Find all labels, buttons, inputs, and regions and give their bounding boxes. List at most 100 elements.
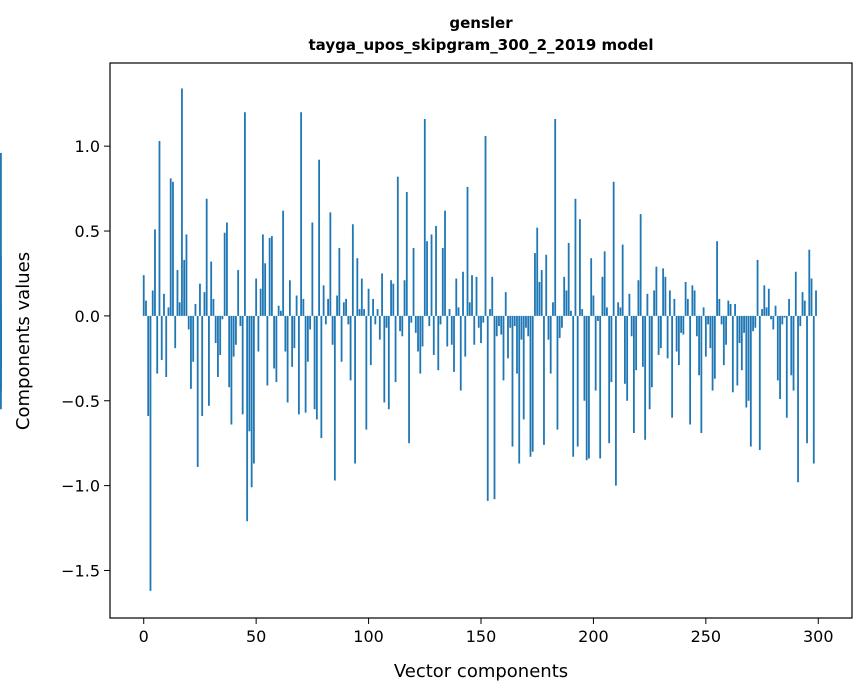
- bar-125: [423, 119, 426, 316]
- bar-90: [345, 298, 347, 316]
- bar-53: [262, 234, 264, 316]
- bar-237: [675, 315, 678, 352]
- bar-71: [302, 298, 305, 316]
- bar-56: [268, 237, 271, 316]
- bar-152: [484, 135, 487, 316]
- bar-164: [511, 315, 514, 447]
- bar-218: [633, 315, 635, 433]
- bar-243: [689, 315, 692, 425]
- bar-70: [300, 112, 303, 316]
- bar-294: [803, 300, 806, 316]
- bar-172: [529, 315, 532, 457]
- bar-79: [320, 315, 323, 439]
- bar-116: [403, 280, 406, 316]
- bar-17: [181, 88, 183, 316]
- bar-122: [417, 315, 419, 352]
- bar-231: [662, 268, 665, 316]
- bar-123: [419, 315, 422, 374]
- bar-148: [475, 276, 478, 316]
- bar-95: [356, 258, 359, 316]
- bar-60: [277, 305, 280, 316]
- chart-subtitle: tayga_upos_skipgram_300_2_2019 model: [309, 36, 654, 54]
- bar-22: [192, 315, 195, 362]
- x-tick-label: 150: [466, 627, 497, 646]
- bar-20: [187, 315, 190, 330]
- bar-89: [342, 302, 345, 316]
- bar-2: [147, 315, 150, 417]
- bar-37: [226, 222, 228, 316]
- bar-124: [421, 315, 424, 347]
- bar-118: [408, 315, 410, 444]
- plot-frame: [109, 62, 853, 619]
- x-tick-label: 100: [353, 627, 384, 646]
- x-tick-label: 300: [803, 627, 834, 646]
- bar-86: [336, 295, 338, 316]
- bar-295: [806, 315, 808, 444]
- bar-126: [426, 241, 428, 316]
- bar-238: [677, 315, 680, 366]
- bar-84: [331, 315, 334, 345]
- bar-244: [691, 285, 694, 316]
- bar-180: [547, 315, 550, 340]
- bar-38: [228, 315, 231, 388]
- bar-255: [716, 241, 718, 316]
- bar-13: [172, 181, 174, 316]
- bar-62: [282, 210, 285, 316]
- bar-58: [273, 315, 276, 369]
- x-tick-label: 50: [246, 627, 266, 646]
- bar-156: [493, 315, 496, 500]
- bar-87: [338, 248, 341, 316]
- bar-undefined: [0, 256, 2, 316]
- bar-10: [165, 315, 168, 377]
- bar-182: [552, 302, 554, 316]
- bar-264: [736, 315, 739, 386]
- bar-265: [738, 315, 741, 344]
- axis-ticks: 0 50 100 150 200 250 300 −1.5 −1.0 −0.5 0.0 0.5 1.0: [61, 137, 833, 646]
- bar-117: [405, 191, 408, 316]
- bar-261: [729, 304, 732, 316]
- bar-297: [810, 278, 813, 316]
- bar-113: [396, 176, 399, 316]
- bar-77: [315, 315, 318, 420]
- bar-229: [657, 315, 660, 355]
- bar-92: [349, 315, 352, 381]
- bar-153: [486, 315, 489, 501]
- bar-176: [538, 281, 541, 316]
- bar-230: [659, 315, 662, 349]
- bar-235: [671, 315, 674, 418]
- bar-35: [221, 315, 224, 320]
- bar-183: [554, 119, 557, 316]
- bar-213: [621, 244, 624, 316]
- bar-284: [781, 315, 784, 325]
- bar-16: [178, 302, 181, 316]
- bar-75: [311, 222, 314, 316]
- bar-82: [327, 298, 329, 316]
- bar-0: [142, 275, 145, 316]
- bar-134: [444, 210, 446, 316]
- bar-140: [457, 307, 460, 316]
- bar-11: [167, 307, 170, 316]
- bar-81: [324, 315, 327, 325]
- bar-247: [698, 315, 700, 376]
- bar-97: [360, 278, 363, 316]
- bar-4: [151, 290, 154, 316]
- bar-146: [471, 275, 473, 316]
- bar-57: [270, 236, 273, 316]
- bar-270: [749, 315, 752, 447]
- y-axis-label: Components values: [13, 252, 34, 430]
- bar-253: [711, 315, 714, 391]
- bar-133: [441, 248, 444, 316]
- bar-189: [567, 242, 570, 316]
- bar-292: [799, 315, 802, 327]
- bar-24: [196, 315, 199, 467]
- bar-18: [183, 259, 186, 316]
- bar-36: [223, 232, 226, 316]
- bar-217: [630, 315, 633, 337]
- bar-200: [592, 295, 595, 316]
- bar-228: [655, 266, 658, 316]
- bar-46: [246, 315, 249, 522]
- bar-250: [704, 315, 707, 357]
- bar-192: [574, 198, 577, 316]
- x-tick-label: 200: [578, 627, 609, 646]
- bar-191: [572, 315, 575, 457]
